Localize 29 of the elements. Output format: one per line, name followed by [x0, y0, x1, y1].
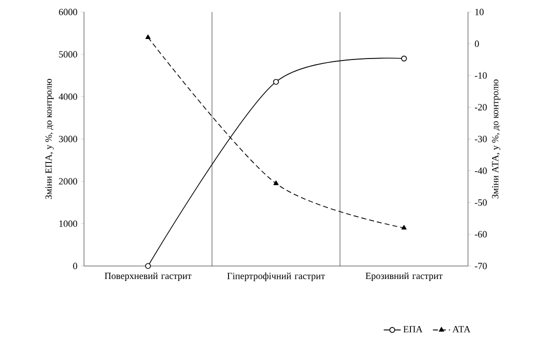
y-tick-label: 3000 [59, 136, 78, 142]
y2-tick-label: -60 [474, 231, 487, 238]
y2-tick-label: -50 [474, 199, 487, 206]
point [401, 56, 407, 62]
y-axis-title: Зміни ЕПА, у %, до контролю [45, 78, 54, 200]
y2-axis-title: Зміни АТА, у %, до контролю [492, 80, 500, 198]
point [273, 180, 279, 186]
legend-label: АТА [452, 326, 470, 332]
y2-tick-label: -70 [474, 262, 487, 270]
point [273, 78, 279, 85]
y2-tick-label: -10 [474, 72, 487, 79]
y-tick-label: 0 [73, 262, 78, 270]
point [145, 263, 151, 269]
y-tick-label: 5000 [59, 51, 78, 58]
y-tick-label: 4000 [58, 93, 78, 100]
y2-tick-label: -30 [474, 136, 487, 142]
y2-tick-label: 10 [475, 8, 484, 16]
y2-tick-label: 0 [474, 40, 479, 47]
y-tick-label: 2000 [58, 178, 78, 185]
legend-label: ЕПА [403, 326, 423, 332]
y-tick-label: 6000 [58, 8, 78, 16]
point [145, 34, 151, 40]
y-tick-label: 1000 [59, 220, 78, 227]
x-tick-label: Поверхневий гастрит [104, 272, 192, 282]
y2-tick-label: -20 [474, 104, 487, 110]
y2-tick-label: -40 [474, 168, 487, 174]
point [401, 225, 407, 230]
x-tick-label: Ерозивний гастрит [366, 272, 443, 282]
x-tick-label: Гіпертрофічний гастрит [227, 272, 325, 282]
